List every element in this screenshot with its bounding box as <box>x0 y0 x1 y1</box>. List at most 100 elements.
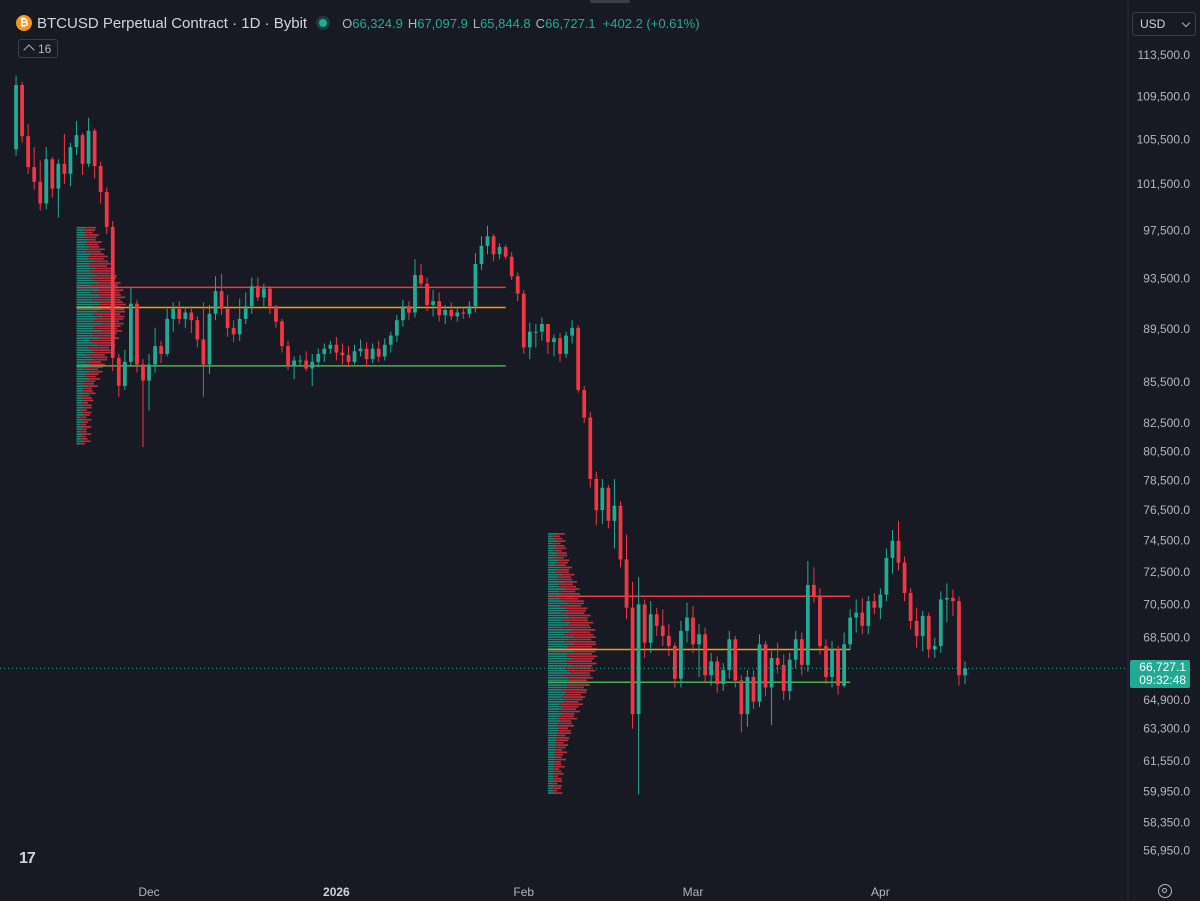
candle-body <box>310 361 315 369</box>
volume-profile-buy-row <box>76 423 81 426</box>
volume-profiles <box>76 226 598 794</box>
candle-body <box>183 312 188 319</box>
indicators-toggle[interactable]: 16 <box>18 39 59 58</box>
candle-body <box>703 634 707 676</box>
candle-body <box>727 639 732 671</box>
volume-profile-buy-row <box>76 356 92 359</box>
candle-body <box>231 327 236 335</box>
volume-profile-buy-row <box>76 392 87 395</box>
candle-body <box>787 659 792 692</box>
volume-profile-sell-row <box>573 657 595 660</box>
candle-body <box>153 346 157 365</box>
volume-profile-buy-row <box>76 406 85 409</box>
volume-profile-buy-row <box>76 284 92 287</box>
settings-icon[interactable] <box>1158 884 1172 898</box>
volume-profile-sell-row <box>563 600 584 602</box>
price-axis[interactable]: 113,500.0 109,500.0 105,500.0 101,500.0 97,5… <box>1137 48 1191 857</box>
volume-profile-sell-row <box>553 761 561 763</box>
candle-body <box>370 348 375 360</box>
volume-profile-sell-row <box>572 665 593 667</box>
candle-body <box>286 346 290 366</box>
volume-profile-sell-row <box>83 440 91 443</box>
volume-profile-sell-row <box>84 406 92 409</box>
market-status-dot[interactable] <box>319 19 328 27</box>
candle-body <box>207 313 212 365</box>
volume-profile-buy-row <box>547 540 558 542</box>
volume-profile-sell-row <box>99 294 121 296</box>
candle-body <box>884 557 889 595</box>
volume-profile-sell-row <box>562 626 591 629</box>
volume-profile-sell-row <box>560 720 572 722</box>
volume-profile-sell-row <box>568 631 591 634</box>
time-axis[interactable]: Dec 2026 Feb Mar Apr <box>138 885 889 899</box>
volume-profile-buy-row <box>547 677 568 679</box>
volume-profile-buy-row <box>76 229 84 231</box>
candle-body <box>521 293 526 348</box>
panel-resize-handle[interactable] <box>590 0 630 3</box>
candle-body <box>165 318 170 354</box>
candle-body <box>352 351 357 362</box>
volume-profile-buy-row <box>76 282 99 284</box>
volume-profile-sell-row <box>91 291 120 294</box>
volume-profile-sell-row <box>84 368 99 371</box>
volume-profile-buy-row <box>76 250 87 253</box>
tradingview-logo-icon[interactable]: 17 <box>19 850 36 867</box>
volume-profile-sell-row <box>561 708 576 710</box>
volume-profile-buy-row <box>547 669 568 672</box>
volume-profile-sell-row <box>563 701 579 703</box>
candle-body <box>394 320 399 336</box>
candle-body <box>878 594 883 608</box>
volume-profile-sell-row <box>554 763 562 766</box>
volume-profile-buy-row <box>76 373 87 375</box>
volume-profile-buy-row <box>76 358 92 361</box>
symbol-legend[interactable]: ₿ BTCUSD Perpetual Contract · 1D · Bybit… <box>16 12 700 34</box>
volume-profile-buy-row <box>547 693 566 696</box>
volume-profile-buy-row <box>547 756 556 758</box>
chevron-up-icon <box>23 44 35 56</box>
volume-profile-sell-row <box>564 667 592 670</box>
volume-profile-buy-row <box>76 270 90 272</box>
volume-profile-buy-row <box>547 713 562 715</box>
volume-profile-buy-row <box>76 409 81 411</box>
volume-profile-sell-row <box>85 231 93 234</box>
volume-profile-buy-row <box>547 552 558 554</box>
candle-body <box>268 288 272 307</box>
volume-profile-sell-row <box>553 557 564 559</box>
candle-body <box>147 364 151 381</box>
volume-profile-sell-row <box>92 272 111 275</box>
price-tick-label: 85,500.0 <box>1143 375 1190 389</box>
volume-profile-buy-row <box>76 414 84 416</box>
volume-profile-buy-row <box>547 679 569 682</box>
indicator-count: 16 <box>38 41 52 56</box>
volume-profile-sell-row <box>554 753 564 756</box>
candle-body <box>691 617 695 645</box>
volume-profile-buy-row <box>547 705 564 708</box>
candle-body <box>576 327 581 391</box>
volume-profile-buy-row <box>76 258 89 260</box>
volume-profile-sell-row <box>566 655 598 658</box>
volume-profile-buy-row <box>547 624 569 626</box>
volume-profile-sell-row <box>573 643 597 646</box>
candle-body <box>546 324 550 343</box>
price-tick-label: 58,350.0 <box>1143 816 1190 830</box>
volume-profile-sell-row <box>555 751 568 754</box>
volume-profile-sell-row <box>86 392 96 395</box>
candle-body <box>334 344 339 353</box>
symbol-title[interactable]: BTCUSD Perpetual Contract · 1D · Bybit <box>37 14 308 32</box>
candle-body <box>636 604 641 715</box>
volume-profile-buy-row <box>547 734 558 737</box>
candle-body <box>413 275 417 313</box>
candle-body <box>171 308 176 319</box>
candle-body <box>769 657 774 688</box>
volume-profile-sell-row <box>89 339 114 342</box>
currency-select[interactable]: USD <box>1132 12 1196 36</box>
volume-profile-buy-row <box>76 231 86 234</box>
volume-profile-buy-row <box>547 657 574 660</box>
volume-profile-buy-row <box>547 770 555 773</box>
time-tick-label: Feb <box>513 885 534 899</box>
candle-body <box>932 646 937 650</box>
volume-profile-buy-row <box>76 296 100 299</box>
volume-profile-sell-row <box>557 729 571 732</box>
volume-profile-sell-row <box>556 533 565 535</box>
